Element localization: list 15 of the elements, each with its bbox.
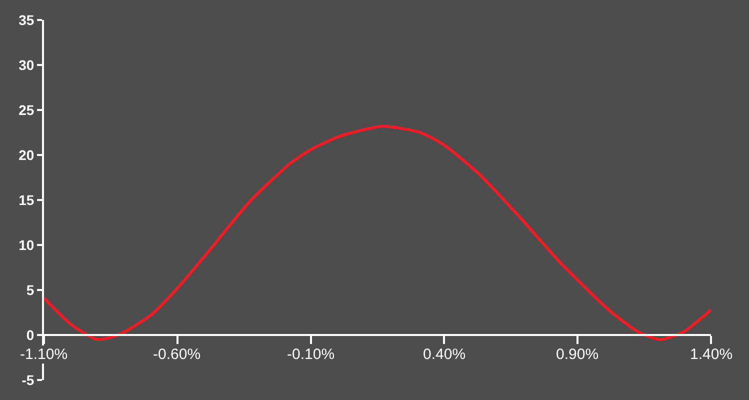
x-tick-label: -0.60% <box>153 346 201 363</box>
x-tick-label: 0.40% <box>423 346 466 363</box>
y-tick-label: 35 <box>18 12 34 28</box>
y-tick-label: 15 <box>18 192 34 208</box>
y-tick-label: 0 <box>26 326 34 343</box>
y-tick-label: -5 <box>22 372 34 388</box>
y-tick-label: 30 <box>18 56 34 73</box>
y-tick-label: 10 <box>18 236 34 253</box>
y-tick-label: 25 <box>18 102 34 118</box>
x-tick-label: 1.40% <box>690 346 733 363</box>
y-tick-label: 20 <box>18 146 34 163</box>
x-tick-label: -0.10% <box>287 346 335 363</box>
y-tick-label: 5 <box>26 282 34 298</box>
x-tick-label: -1.10% <box>20 346 68 363</box>
x-tick-label: 0.90% <box>556 346 599 363</box>
